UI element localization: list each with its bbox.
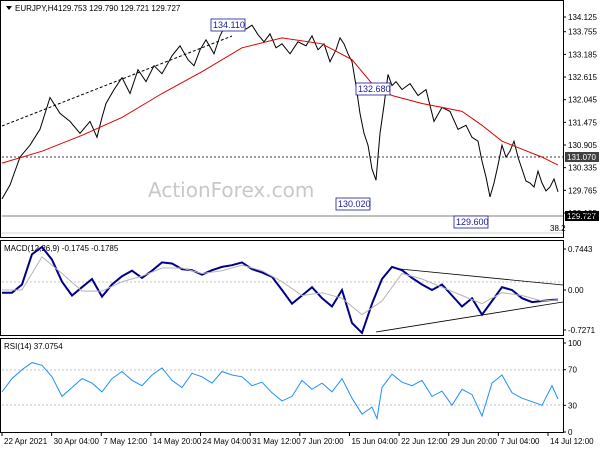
- price-ytick-label-0: 134.125: [568, 13, 597, 22]
- rsi-series-0: [1, 362, 559, 421]
- svg-text:134.110: 134.110: [213, 20, 245, 30]
- trend-line: [1, 35, 233, 127]
- xtick-label-0: 22 Apr 2021: [4, 437, 48, 446]
- fib-label: 38.2: [550, 224, 566, 233]
- xtick-label-5: 31 May 12:00: [252, 437, 301, 446]
- price-ytick-label-5: 131.475: [568, 118, 597, 127]
- price-series-0: [1, 19, 559, 200]
- xtick-label-8: 22 Jun 12:00: [401, 437, 448, 446]
- price-panel-frame: [0, 0, 564, 238]
- series-layer: [1, 19, 559, 421]
- macd-ytick-label-2: -0.7271: [568, 326, 596, 335]
- xtick-label-4: 24 May 04:00: [203, 437, 252, 446]
- xtick-label-10: 7 Jul 04:00: [500, 437, 540, 446]
- xtick-label-3: 14 May 20:00: [153, 437, 202, 446]
- xtick-label-1: 30 Apr 04:00: [54, 437, 100, 446]
- xtick-label-11: 14 Jul 12:00: [550, 437, 594, 446]
- price-ytick-label-2: 133.185: [568, 50, 597, 59]
- price-header: EURJPY,H4: [15, 4, 59, 13]
- annotation-130020: 130.020: [335, 197, 371, 211]
- price-ytick-label-1: 133.755: [568, 28, 597, 37]
- watermark: ActionForex.com: [148, 178, 314, 202]
- price-ytick-label-7: 130.335: [568, 164, 597, 173]
- xtick-label-6: 7 Jun 20:00: [302, 437, 344, 446]
- rsi-ytick-label-0: 100: [568, 339, 582, 348]
- axis-layer: 134.125 133.755 133.185 132.615 132.045 131.4…: [1, 13, 597, 446]
- price-tag-131070: 131.070: [565, 152, 599, 162]
- rsi-ytick-label-2: 30: [568, 401, 577, 410]
- svg-text:130.020: 130.020: [338, 199, 371, 209]
- price-ytick-label-8: 129.765: [568, 186, 597, 195]
- xtick-label-9: 29 Jun 20:00: [451, 437, 498, 446]
- price-ytick-label-9: 129.195: [568, 209, 597, 218]
- macd-series-0: [2, 245, 559, 335]
- macd-header: MACD(12,26,9) -0.1745 -0.1785: [4, 244, 119, 253]
- price-ohlc: 129.753 129.790 129.721 129.727: [58, 4, 181, 13]
- xtick-label-2: 7 May 12:00: [103, 437, 148, 446]
- svg-text:132.680: 132.680: [358, 84, 391, 94]
- macd-ytick-label-0: 0.7443: [568, 245, 593, 254]
- svg-text:129.727: 129.727: [567, 212, 596, 221]
- svg-text:131.070: 131.070: [567, 153, 596, 162]
- price-ytick-label-4: 132.045: [568, 96, 597, 105]
- rsi-ytick-label-3: 0: [568, 428, 573, 437]
- price-series-1: [1, 37, 559, 166]
- price-tag-current: 129.727: [565, 211, 599, 221]
- macd-series-1: [2, 256, 559, 316]
- svg-text:129.600: 129.600: [456, 217, 489, 227]
- price-ytick-label-3: 132.615: [568, 73, 597, 82]
- rsi-header: RSI(14) 37.0754: [4, 342, 63, 351]
- macd-ytick-label-1: 0.00: [568, 286, 584, 295]
- macd-panel-frame: [0, 240, 564, 336]
- rsi-panel-frame: [0, 338, 564, 433]
- rsi-ytick-label-1: 70: [568, 366, 577, 375]
- price-ytick-label-6: 130.905: [568, 141, 597, 150]
- dropdown-triangle-icon[interactable]: [6, 6, 12, 10]
- annotation-129600: 129.600: [453, 215, 489, 229]
- macd-triangle-lower: [375, 301, 564, 333]
- xtick-label-7: 15 Jun 04:00: [351, 437, 398, 446]
- annotation-132680: 132.680: [355, 82, 391, 96]
- annotation-134110: 134.110: [210, 18, 246, 32]
- macd-triangle-upper: [399, 268, 564, 286]
